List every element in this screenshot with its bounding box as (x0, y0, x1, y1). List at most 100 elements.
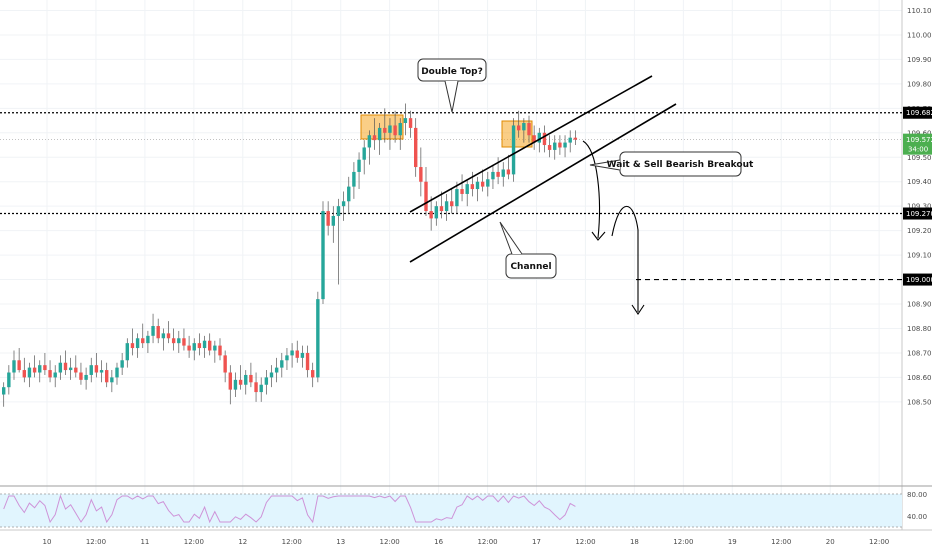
candle-body (537, 132, 541, 143)
candle-body (444, 201, 449, 212)
candle-body (352, 171, 356, 187)
candle-body (79, 372, 83, 380)
candle-body (32, 367, 37, 373)
level-tag (903, 106, 932, 119)
candle-body (12, 360, 16, 373)
candle-body (74, 367, 78, 373)
candle-body (280, 360, 284, 368)
candle-body (213, 345, 217, 351)
candle-body (269, 372, 274, 378)
candle-body (285, 355, 289, 361)
candle-body (326, 211, 330, 226)
candle-body (563, 142, 567, 148)
candle-body (573, 137, 578, 140)
channel-upper-line (409, 75, 653, 213)
x-tick-label: 12 (238, 538, 247, 546)
candle-body (187, 345, 191, 351)
x-tick-label: 12:00 (477, 538, 497, 546)
candle-body (403, 118, 408, 124)
y-tick-label: 109.500 (907, 154, 932, 162)
candle-body (295, 350, 299, 358)
callout-double-top-text: Double Top? (421, 67, 483, 77)
candle-body (68, 367, 73, 371)
current-price-tag (903, 133, 932, 155)
x-tick-label: 19 (728, 538, 737, 546)
y-tick-label: 108.500 (907, 398, 932, 406)
candle-body (141, 338, 145, 344)
candle-body (419, 167, 423, 182)
arrow-path-2 (611, 205, 639, 312)
candle-body (238, 379, 243, 385)
candle-body (130, 343, 135, 349)
candle-body (58, 362, 63, 373)
countdown-label: 34:00 (908, 146, 928, 154)
candle-body (408, 118, 413, 128)
candle-body (362, 147, 366, 160)
y-tick-label: 109.600 (907, 129, 932, 137)
y-tick-label: 109.100 (907, 252, 932, 260)
candle-body (22, 370, 26, 378)
candle-body (99, 370, 104, 373)
x-tick-label: 13 (336, 538, 345, 546)
candle-body (244, 374, 248, 385)
y-tick-label: 109.900 (907, 56, 932, 64)
candle-body (2, 387, 6, 395)
rsi-level-low-label: 40.00 (907, 513, 927, 521)
candle-body (460, 189, 464, 194)
arrow-head-2 (631, 304, 645, 315)
candle-body (341, 201, 346, 207)
double-top-box-right (501, 120, 533, 148)
x-tick-label: 20 (826, 538, 835, 546)
rsi-line (3, 494, 576, 524)
candle-body (367, 135, 372, 148)
candle-body (218, 345, 222, 356)
candle-body (125, 343, 129, 361)
candle-body (115, 367, 119, 378)
candle-body (156, 326, 160, 339)
y-tick-label: 109.200 (907, 227, 932, 235)
candle-body (38, 365, 42, 373)
level-tag-label: 109.682 (906, 109, 932, 117)
candle-body (414, 127, 418, 168)
x-tick-label: 12:00 (869, 538, 889, 546)
callout-sell-pointer (589, 159, 621, 171)
candle-body (274, 367, 279, 373)
candle-body (522, 123, 526, 131)
candle-body (547, 145, 552, 150)
candle-body (300, 352, 305, 358)
level-tag-label: 109.000 (906, 276, 932, 284)
candle-body (84, 374, 88, 380)
candle-body (223, 355, 227, 373)
candle-body (151, 326, 155, 336)
x-tick-label: 12:00 (184, 538, 204, 546)
current-price-label: 109.572 (906, 136, 932, 144)
level-tag-label: 109.270 (906, 210, 932, 218)
x-tick-label: 12:00 (771, 538, 791, 546)
candle-body (558, 142, 562, 148)
candle-body (491, 171, 495, 180)
candle-body (455, 189, 459, 207)
candle-body (377, 127, 382, 141)
candle-body (105, 370, 109, 383)
candle-body (228, 372, 232, 390)
candle-body (501, 169, 505, 177)
candle-body (424, 181, 428, 212)
x-tick-label: 12:00 (282, 538, 302, 546)
arrow-path-1 (582, 140, 600, 239)
y-tick-label: 108.600 (907, 374, 932, 382)
candle-body (249, 374, 253, 383)
callout-channel-box (505, 253, 557, 279)
x-tick-label: 12:00 (575, 538, 595, 546)
x-tick-label: 12:00 (380, 538, 400, 546)
candle-body (480, 181, 485, 187)
rsi-level-high-label: 80.00 (907, 491, 927, 499)
candle-body (43, 365, 47, 371)
candle-body (511, 125, 516, 175)
candle-body (197, 343, 202, 349)
y-tick-label: 108.700 (907, 349, 932, 357)
candle-body (506, 169, 511, 175)
candle-body (321, 211, 325, 300)
candle-body (171, 338, 176, 344)
